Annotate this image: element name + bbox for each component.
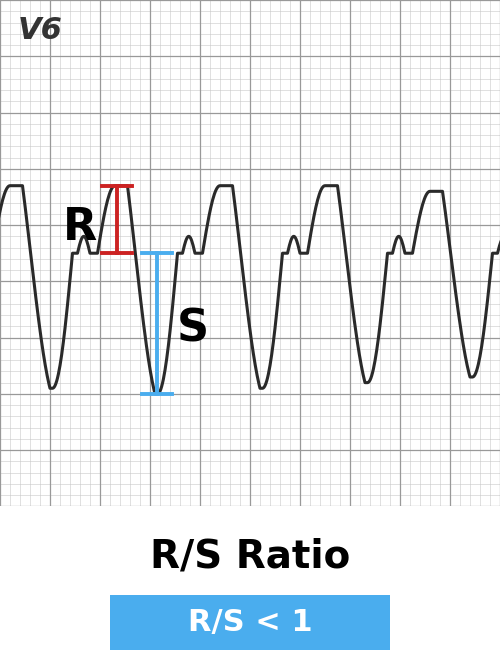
Text: R: R [63, 207, 97, 250]
Text: V6: V6 [18, 17, 62, 46]
Text: S: S [176, 308, 208, 351]
FancyBboxPatch shape [110, 595, 390, 649]
Text: R/S Ratio: R/S Ratio [150, 537, 350, 575]
Text: R/S < 1: R/S < 1 [188, 608, 312, 637]
